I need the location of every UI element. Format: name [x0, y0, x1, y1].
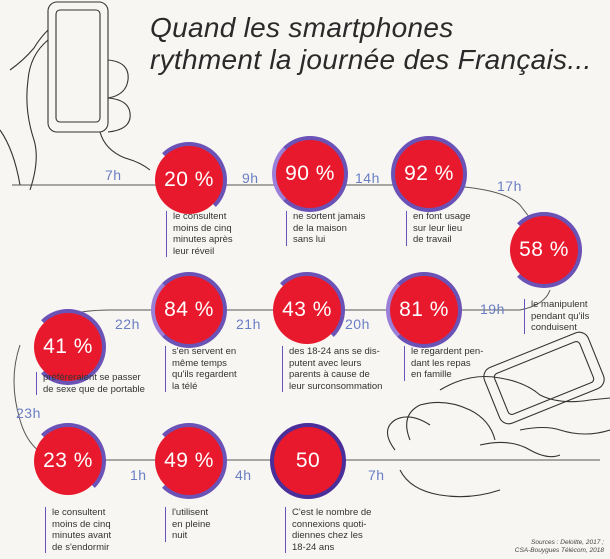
caption-43: des 18-24 ans se dis- putent avec leurs …	[282, 346, 382, 392]
ring-20	[151, 142, 227, 218]
stat-circle-81: 81 %	[390, 276, 458, 344]
caption-line: pendant qu'ils	[531, 310, 590, 322]
ring-90	[272, 136, 348, 212]
caption-line: dant les repas	[411, 357, 471, 369]
caption-20: le consultent moins de cinq minutes aprè…	[166, 211, 233, 257]
stat-circle-43: 43 %	[273, 276, 341, 344]
time-label: 19h	[480, 301, 505, 317]
caption-line: qu'ils regardent	[172, 369, 237, 380]
caption-line: l'utilisent	[172, 507, 209, 518]
time-label: 7h	[368, 467, 385, 483]
caption-line: moins de cinq	[52, 518, 111, 530]
caption-line: s'en servent en	[172, 346, 237, 357]
time-label: 4h	[235, 467, 252, 483]
caption-line: le consultent	[52, 507, 106, 518]
stat-circle-23: 23 %	[34, 427, 102, 495]
caption-line: leur réveil	[173, 245, 215, 257]
time-label: 1h	[130, 467, 147, 483]
caption-line: préféreraient se passer	[43, 372, 141, 383]
caption-line: C'est le nombre de	[292, 507, 372, 518]
caption-23: le consultent moins de cinq minutes avan…	[45, 507, 111, 553]
time-label: 7h	[105, 167, 122, 183]
caption-line: sur leur lieu	[413, 222, 463, 234]
stat-circle-41: 41 %	[34, 313, 102, 381]
caption-line: de s'endormir	[52, 541, 110, 553]
time-label: 9h	[242, 170, 259, 186]
caption-84: s'en servent en même temps qu'ils regard…	[165, 346, 237, 392]
caption-90: ne sortent jamais de la maison sans lui	[286, 211, 365, 246]
stat-circle-49: 49 %	[155, 427, 223, 495]
caption-line: de sexe que de portable	[43, 383, 145, 395]
stat-circle-84: 84 %	[155, 276, 223, 344]
caption-58: le manipulent pendant qu'ils conduisent	[524, 299, 589, 334]
ring-50	[270, 423, 346, 499]
timeline-path	[12, 184, 600, 461]
stat-circle-20: 20 %	[155, 146, 223, 214]
caption-line: leur surconsommation	[289, 380, 383, 392]
title-line-1: Quand les smartphones	[150, 12, 454, 43]
ring-84	[151, 272, 227, 348]
hand-phone-bottom-icon	[386, 331, 610, 498]
caption-line: moins de cinq	[173, 222, 232, 234]
caption-line: diennes chez les	[292, 530, 363, 541]
caption-line: le consultent	[173, 211, 227, 222]
caption-line: nuit	[172, 530, 188, 541]
stat-circle-50: 50	[274, 427, 342, 495]
caption-line: de la maison	[293, 222, 347, 234]
caption-line: putent avec leurs	[289, 357, 362, 369]
caption-line: le manipulent	[531, 299, 588, 310]
stat-circle-92: 92 %	[395, 140, 463, 208]
time-label: 14h	[355, 170, 380, 186]
ring-41	[30, 309, 106, 385]
caption-49: l'utilisent en pleine nuit	[165, 507, 211, 542]
caption-92: en font usage sur leur lieu de travail	[406, 211, 471, 246]
caption-line: même temps	[172, 357, 227, 369]
caption-81: le regardent pen- dant les repas en fami…	[404, 346, 483, 381]
time-label: 17h	[497, 178, 522, 194]
stat-circle-90: 90 %	[276, 140, 344, 208]
caption-line: le regardent pen-	[411, 346, 484, 357]
time-label: 21h	[236, 316, 261, 332]
time-label: 20h	[345, 316, 370, 332]
sources-line: CSA-Bouygues Télécom, 2018	[514, 547, 604, 554]
caption-line: minutes avant	[52, 530, 112, 541]
stat-circle-58: 58 %	[510, 216, 578, 284]
caption-50: C'est le nombre de connexions quoti- die…	[285, 507, 371, 553]
page-title: Quand les smartphones rythment la journé…	[150, 12, 600, 76]
time-label: 23h	[16, 405, 41, 421]
ring-81	[386, 272, 462, 348]
ring-23	[30, 423, 106, 499]
caption-line: conduisent	[531, 322, 577, 333]
caption-41: préféreraient se passer de sexe que de p…	[36, 372, 145, 395]
ring-49	[151, 423, 227, 499]
caption-line: en font usage	[413, 211, 471, 222]
time-label: 22h	[115, 316, 140, 332]
caption-line: sans lui	[293, 234, 326, 245]
sources: Sources : Deloitte, 2017 ; CSA-Bouygues …	[515, 539, 604, 555]
ring-43	[269, 272, 345, 348]
caption-line: en famille	[411, 369, 452, 380]
caption-line: de travail	[413, 234, 452, 245]
ring-58	[506, 212, 582, 288]
caption-line: la télé	[172, 380, 198, 392]
sources-line: Sources : Deloitte, 2017 ;	[531, 539, 604, 546]
caption-line: en pleine	[172, 518, 211, 530]
caption-line: connexions quoti-	[292, 518, 367, 530]
caption-line: ne sortent jamais	[293, 211, 366, 222]
ring-92	[391, 136, 467, 212]
caption-line: des 18-24 ans se dis-	[289, 346, 380, 357]
caption-line: parents à cause de	[289, 369, 370, 380]
hand-phone-top-icon	[0, 1, 151, 191]
caption-line: minutes après	[173, 234, 233, 245]
caption-line: 18-24 ans	[292, 541, 335, 553]
title-line-2: rythment la journée des Français...	[150, 44, 592, 75]
